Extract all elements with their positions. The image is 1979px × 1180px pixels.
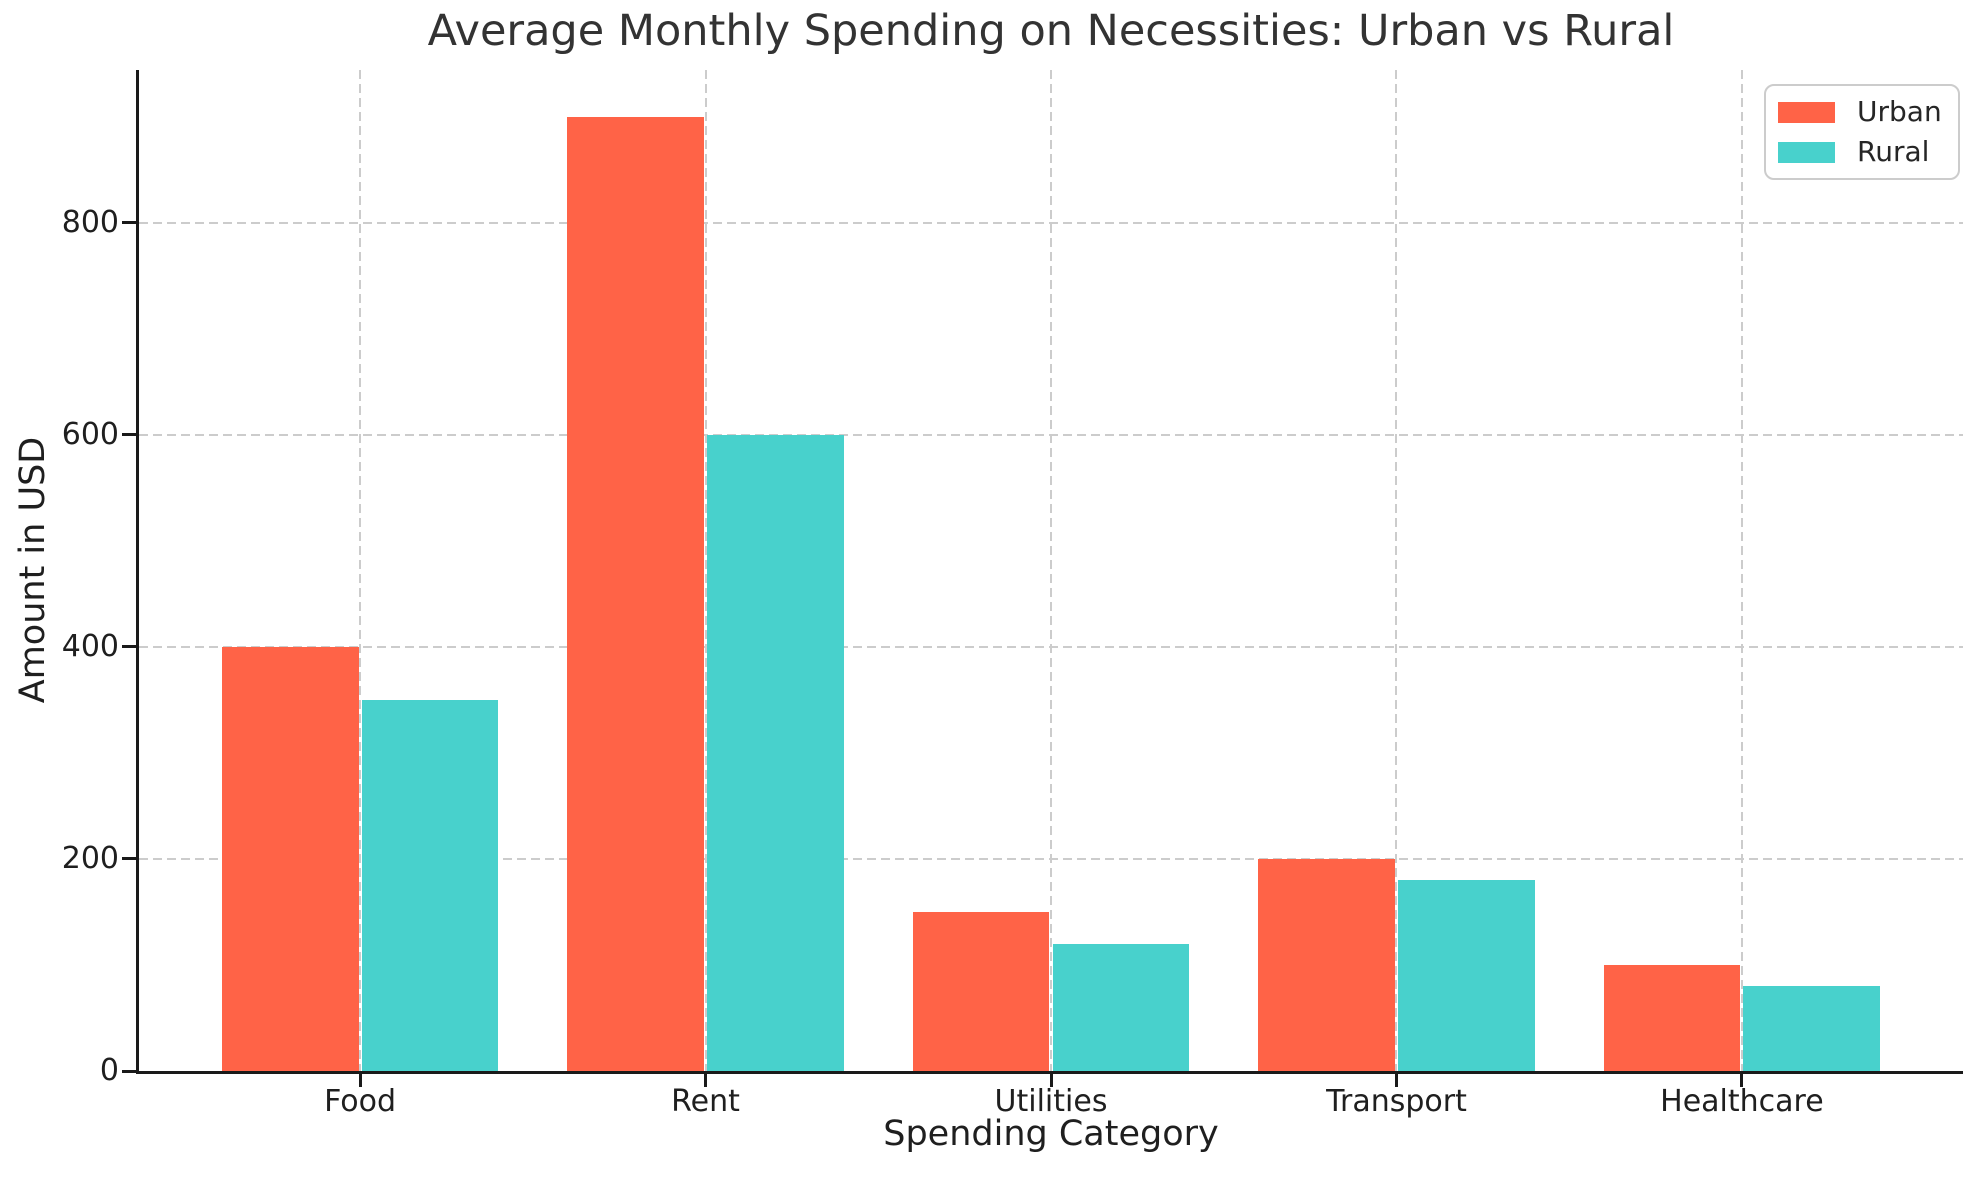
legend-item-urban: Urban [1778,98,1942,126]
bar-rural-food [361,699,499,1071]
legend-swatch-rural [1778,141,1835,163]
y-tick-label: 200 [61,840,119,876]
bar-rural-healthcare [1743,986,1881,1071]
y-tick-label: 400 [61,628,119,664]
bar-urban-transport [1258,858,1395,1071]
gridline-vertical [1740,70,1743,1071]
y-axis-title: Amount in USD [13,436,53,704]
y-tick-label: 600 [61,416,119,452]
legend-label-rural: Rural [1857,135,1930,168]
y-tick-mark [122,857,136,861]
bar-urban-rent [567,116,705,1071]
legend-item-rural: Rural [1778,138,1942,166]
x-tick-label: Utilities [994,1084,1108,1119]
y-tick-mark [122,1069,136,1073]
bar-urban-food [221,646,359,1071]
gridline-vertical [359,70,362,1071]
gridline-vertical [1050,70,1052,1071]
x-tick-mark [1394,1074,1398,1087]
legend-label-urban: Urban [1857,95,1942,128]
x-axis-title: Spending Category [883,1114,1219,1154]
legend: Urban Rural [1764,84,1960,180]
chart-title: Average Monthly Spending on Necessities:… [427,6,1675,56]
x-tick-label: Healthcare [1660,1084,1824,1119]
x-tick-mark [704,1074,708,1087]
y-tick-mark [122,433,136,437]
x-tick-label: Transport [1326,1084,1467,1119]
plot-area: Food Rent Utilities Transport Healthcare 0 200… [62,70,1963,1119]
x-tick-mark [358,1074,362,1087]
x-axis-spine [136,1071,1963,1074]
bar-urban-healthcare [1603,964,1741,1071]
y-axis-spine [136,70,139,1074]
bar-urban-utilities [912,911,1050,1071]
gridline-vertical [704,70,707,1071]
y-tick-mark [122,645,136,649]
y-tick-mark [122,221,136,225]
bar-rural-transport [1397,880,1535,1071]
y-tick-label: 800 [61,204,119,240]
x-tick-label: Food [324,1084,397,1119]
legend-swatch-urban [1778,101,1835,123]
gridline-vertical [1395,70,1398,1071]
x-tick-label: Rent [671,1084,740,1119]
x-tick-mark [1740,1074,1744,1087]
y-tick-label: 0 [99,1052,119,1088]
x-tick-mark [1049,1074,1053,1087]
bar-rural-rent [707,434,844,1071]
bar-rural-utilities [1052,943,1190,1071]
